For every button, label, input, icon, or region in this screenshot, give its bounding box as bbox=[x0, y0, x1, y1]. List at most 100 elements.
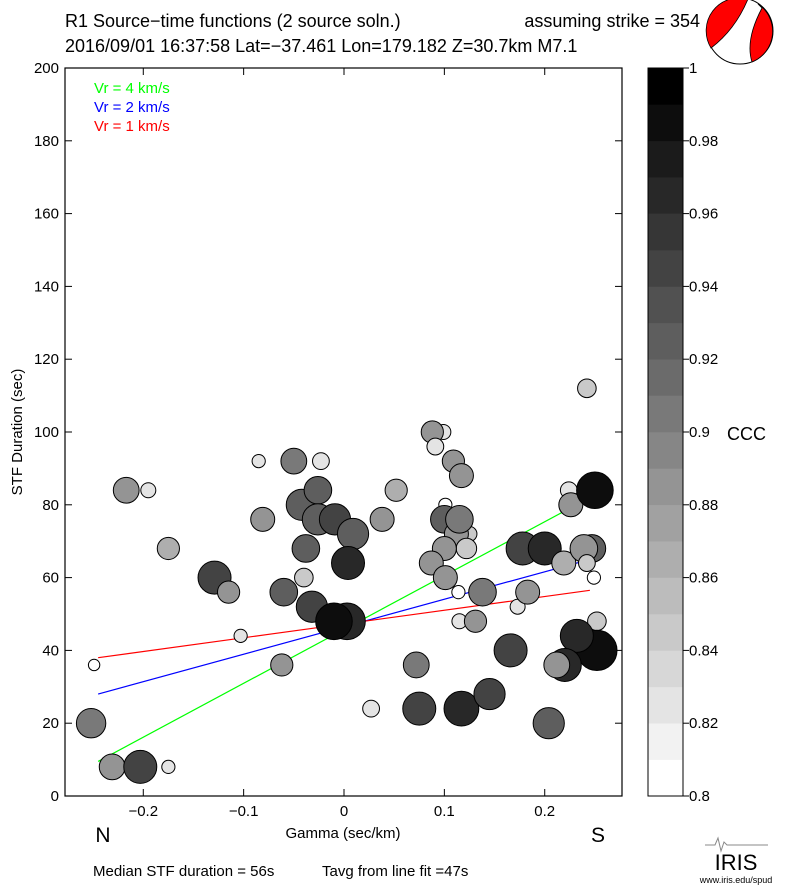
data-point bbox=[216, 580, 241, 604]
colorbar: CCC 0.8 0.82 0.84 0.86 0.88 0.9 0.92 0.94 0.96 0.… bbox=[647, 60, 766, 805]
data-point bbox=[443, 690, 480, 727]
legend-entry: Vr = 1 km/s bbox=[94, 118, 170, 135]
data-point bbox=[455, 537, 478, 560]
data-point bbox=[233, 628, 248, 643]
y-tick-label: 40 bbox=[42, 642, 59, 659]
data-point bbox=[558, 492, 584, 518]
scatter-plot: −0.2 −0.1 0 0.1 0.2 0 20 40 60 80 100 120 140 160 180… bbox=[9, 60, 623, 847]
data-point bbox=[402, 651, 430, 679]
data-point bbox=[312, 452, 330, 471]
y-axis: 0 20 40 60 80 100 120 140 160 180 200 bbox=[34, 60, 622, 805]
data-point bbox=[303, 475, 333, 505]
y-tick-label: 160 bbox=[34, 206, 59, 223]
y-tick-label: 180 bbox=[34, 133, 59, 150]
colorbar-bin bbox=[648, 432, 683, 469]
colorbar-bin bbox=[648, 359, 683, 396]
data-point bbox=[515, 579, 541, 605]
colorbar-tick-label: 0.9 bbox=[689, 424, 710, 441]
y-axis-label: STF Duration (sec) bbox=[9, 369, 26, 496]
data-point bbox=[402, 691, 437, 726]
colorbar-tick-label: 0.92 bbox=[689, 351, 718, 368]
y-tick-label: 20 bbox=[42, 715, 59, 732]
data-point bbox=[451, 585, 466, 600]
colorbar-tick-label: 0.84 bbox=[689, 642, 718, 659]
data-points bbox=[75, 378, 618, 784]
data-point bbox=[426, 437, 445, 456]
colorbar-bin bbox=[648, 286, 683, 324]
data-point bbox=[161, 759, 176, 774]
data-point bbox=[98, 753, 126, 781]
data-point bbox=[331, 546, 366, 581]
data-point bbox=[294, 567, 314, 588]
data-point bbox=[577, 554, 596, 572]
x-tick-label: 0.1 bbox=[434, 803, 455, 820]
y-tick-label: 60 bbox=[42, 570, 59, 587]
colorbar-bin bbox=[648, 395, 683, 433]
colorbar-tick-label: 0.98 bbox=[689, 133, 718, 150]
data-point bbox=[576, 471, 614, 510]
colorbar-bin bbox=[648, 468, 683, 506]
y-tick-label: 200 bbox=[34, 60, 59, 77]
data-point bbox=[123, 749, 158, 784]
data-point bbox=[445, 505, 474, 534]
x-axis-label: Gamma (sec/km) bbox=[285, 825, 400, 842]
colorbar-bin bbox=[648, 759, 683, 797]
y-tick-label: 100 bbox=[34, 424, 59, 441]
colorbar-label: CCC bbox=[727, 424, 766, 444]
data-point bbox=[543, 651, 571, 679]
strike-label: assuming strike = 354 bbox=[524, 11, 700, 31]
south-label: S bbox=[591, 824, 605, 847]
colorbar-bin bbox=[648, 504, 683, 542]
beachball-quadrant-west bbox=[705, 0, 748, 49]
data-point bbox=[448, 463, 474, 489]
colorbar-tick-label: 0.88 bbox=[689, 497, 718, 514]
data-point bbox=[280, 447, 308, 475]
focal-mechanism-beachball bbox=[705, 0, 774, 65]
plot-title: R1 Source−time functions (2 source soln.… bbox=[65, 11, 401, 31]
data-point bbox=[269, 577, 299, 607]
colorbar-bin bbox=[648, 650, 683, 688]
x-tick-label: 0 bbox=[340, 803, 348, 820]
colorbar-tick-label: 1 bbox=[689, 60, 697, 77]
colorbar-bin bbox=[648, 140, 683, 178]
colorbar-bin bbox=[648, 614, 683, 651]
x-tick-label: −0.2 bbox=[128, 803, 158, 820]
colorbar-bin bbox=[648, 250, 683, 287]
data-point bbox=[251, 454, 266, 469]
colorbar-tick-label: 0.8 bbox=[689, 788, 710, 805]
event-info: 2016/09/01 16:37:58 Lat=−37.461 Lon=179.… bbox=[65, 36, 577, 56]
data-point bbox=[336, 517, 370, 551]
data-point bbox=[156, 536, 180, 561]
data-point bbox=[493, 633, 528, 668]
y-tick-label: 0 bbox=[51, 788, 59, 805]
iris-logo-text: IRIS bbox=[715, 850, 758, 875]
data-point bbox=[87, 658, 101, 672]
data-point bbox=[140, 482, 157, 499]
colorbar-bin bbox=[648, 541, 683, 578]
data-point bbox=[384, 478, 408, 502]
colorbar-bin bbox=[648, 686, 683, 724]
colorbar-tick-label: 0.86 bbox=[689, 570, 718, 587]
data-point bbox=[527, 531, 562, 566]
colorbar-bin bbox=[648, 322, 683, 360]
legend-entry: Vr = 2 km/s bbox=[94, 99, 170, 116]
data-point bbox=[559, 618, 594, 653]
data-point bbox=[369, 506, 395, 532]
colorbar-bin bbox=[648, 577, 683, 615]
colorbar-bin bbox=[648, 68, 683, 105]
colorbar-tick-label: 0.94 bbox=[689, 278, 718, 295]
colorbar-bin bbox=[648, 723, 683, 760]
x-tick-label: 0.2 bbox=[534, 803, 555, 820]
x-tick-label: −0.1 bbox=[229, 803, 259, 820]
data-point bbox=[362, 699, 380, 718]
colorbar-tick-label: 0.96 bbox=[689, 206, 718, 223]
data-point bbox=[473, 677, 506, 711]
y-tick-label: 120 bbox=[34, 351, 59, 368]
iris-logo: IRIS www.iris.edu/spud bbox=[699, 836, 773, 885]
iris-url[interactable]: www.iris.edu/spud bbox=[699, 875, 773, 885]
y-tick-label: 80 bbox=[42, 497, 59, 514]
data-point bbox=[463, 609, 488, 633]
data-point bbox=[586, 570, 601, 585]
data-point bbox=[112, 476, 140, 504]
